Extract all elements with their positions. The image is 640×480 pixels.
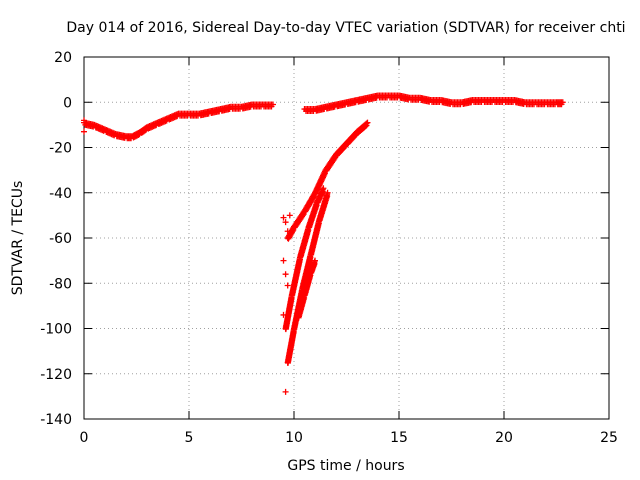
x-tick-label: 15 [390,430,408,446]
trace-marker [558,101,565,108]
trace-marker [341,144,348,151]
trace-marker [301,294,308,301]
data-point [284,282,291,289]
trace-marker [296,256,303,263]
trace-marker [362,123,369,130]
plot-frame [83,56,610,420]
x-tick-label: 5 [185,430,194,446]
y-axis-label: SDTVAR / TECUs [10,181,26,296]
data-point [282,219,289,226]
trace-marker [268,103,275,110]
trace-marker [324,193,331,200]
data-point [286,212,293,219]
trace-marker [307,254,314,261]
series-isolated-points [81,117,293,395]
data-point [280,311,287,318]
trace-marker [363,122,370,129]
trace-marker [315,220,322,227]
trace-marker [310,194,317,201]
chart-title: Day 014 of 2016, Sidereal Day-to-day VTE… [66,20,625,36]
y-tick-label: -60 [49,231,72,247]
series-main-trace-part1 [81,101,276,142]
trace-marker [305,227,312,234]
y-tick-label: -140 [40,412,72,428]
x-axis-label: GPS time / hours [287,458,404,474]
x-tick-label: 20 [495,430,513,446]
ticks: 0 5 10 15 20 25 20 0 -20 -40 -60 -80 -100 -120 -140 [40,50,618,446]
data-points [81,92,566,395]
y-tick-label: -40 [49,186,72,202]
data-point [81,117,87,124]
series-arc-2 [282,185,327,333]
data-point [282,271,289,278]
x-tick-label: 0 [80,430,89,446]
trace-marker [307,272,314,279]
trace-marker [331,155,338,162]
trace-marker [319,188,326,195]
y-tick-label: -120 [40,367,72,383]
data-point [284,228,291,235]
series-main-trace-part2 [301,92,566,115]
y-tick-label: 20 [54,50,72,66]
trace-marker [311,260,318,267]
trace-marker [313,202,320,209]
data-point [280,257,287,264]
x-tick-label: 25 [600,430,618,446]
series-arc-4 [295,257,318,321]
trace-marker [141,127,148,134]
data-point [282,388,289,395]
trace-marker [352,132,359,139]
y-tick-label: -100 [40,322,72,338]
grid [84,57,609,419]
data-point [81,128,87,135]
y-tick-label: -80 [49,276,72,292]
trace-marker [299,212,306,219]
x-tick-label: 10 [285,430,303,446]
y-tick-label: -20 [49,141,72,157]
series-arc-1 [284,119,371,242]
y-tick-label: 0 [63,95,72,111]
data-point [280,214,287,221]
